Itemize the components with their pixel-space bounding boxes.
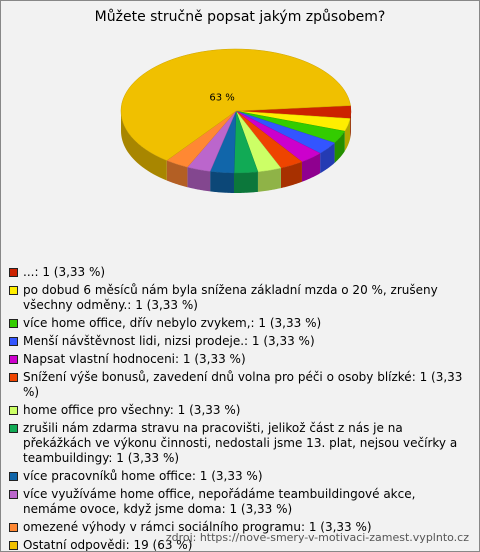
legend-item: zrušili nám zdarma stravu na pracovišti,… bbox=[9, 421, 471, 466]
legend-swatch bbox=[9, 268, 18, 277]
legend-item: po dobud 6 měsíců nám byla snížena zákla… bbox=[9, 283, 471, 313]
legend-text: Menší návštěvnost lidi, nizsi prodeje.: … bbox=[23, 334, 315, 349]
legend-text: home office pro všechny: 1 (3,33 %) bbox=[23, 403, 240, 418]
legend-text: více pracovníků home office: 1 (3,33 %) bbox=[23, 469, 263, 484]
legend-text: po dobud 6 měsíců nám byla snížena zákla… bbox=[23, 283, 471, 313]
legend-text: ...: 1 (3,33 %) bbox=[23, 265, 105, 280]
slice-side bbox=[233, 171, 258, 193]
legend-item: Napsat vlastní hodnoceni: 1 (3,33 %) bbox=[9, 352, 471, 367]
legend-label: více pracovníků home office: bbox=[23, 469, 196, 483]
legend-value: 1 (3,33 %) bbox=[199, 469, 263, 483]
legend-text: Napsat vlastní hodnoceni: 1 (3,33 %) bbox=[23, 352, 246, 367]
legend-label: více home office, dřív nebylo zvykem,: bbox=[23, 316, 255, 330]
legend-label: Snížení výše bonusů, zavedení dnů volna … bbox=[23, 370, 416, 384]
legend-label: po dobud 6 měsíců nám byla snížena zákla… bbox=[23, 283, 438, 312]
legend-text: Snížení výše bonusů, zavedení dnů volna … bbox=[23, 370, 471, 400]
legend-item: ...: 1 (3,33 %) bbox=[9, 265, 471, 280]
legend-text: omezené výhody v rámci sociálního progra… bbox=[23, 520, 372, 535]
legend-swatch bbox=[9, 406, 18, 415]
legend-value: 1 (3,33 %) bbox=[258, 316, 322, 330]
legend-value: 1 (3,33 %) bbox=[135, 298, 198, 312]
pie-area: Můžete stručně popsat jakým způsobem? 63… bbox=[95, 9, 386, 193]
legend-swatch bbox=[9, 373, 18, 382]
legend-text: Ostatní odpovědi: 19 (63 %) bbox=[23, 538, 193, 552]
source: zdroj: https://nove-smery-v-motivaci-zam… bbox=[165, 531, 469, 544]
legend-item: Ostatní odpovědi: 19 (63 %) bbox=[9, 538, 471, 552]
legend-label: ...: bbox=[23, 265, 39, 279]
legend-swatch bbox=[9, 472, 18, 481]
legend-label: home office pro všechny: bbox=[23, 403, 174, 417]
legend-swatch bbox=[9, 355, 18, 364]
slice-side bbox=[344, 118, 351, 152]
legend-label: více využíváme home office, nepořádáme t… bbox=[23, 487, 416, 516]
legend-value: 1 (3,33 %) bbox=[308, 520, 372, 534]
slice-side bbox=[320, 142, 335, 174]
slice-side bbox=[210, 171, 234, 193]
legend-swatch bbox=[9, 286, 18, 295]
legend-swatch bbox=[9, 490, 18, 499]
legend-text: více využíváme home office, nepořádáme t… bbox=[23, 487, 471, 517]
slice-side bbox=[187, 167, 211, 192]
legend-swatch bbox=[9, 337, 18, 346]
legend-value: 1 (3,33 %) bbox=[251, 334, 315, 348]
slice-side bbox=[257, 168, 281, 192]
legend-swatch bbox=[9, 424, 18, 433]
legend-value: 1 (3,33 %) bbox=[23, 370, 463, 399]
legend-swatch bbox=[9, 319, 18, 328]
legend-label: Menší návštěvnost lidi, nizsi prodeje.: bbox=[23, 334, 249, 348]
legend-item: více home office, dřív nebylo zvykem,: 1… bbox=[9, 316, 471, 331]
legend-label: Ostatní odpovědi: bbox=[23, 538, 130, 552]
legend-swatch bbox=[9, 523, 18, 532]
legend-label: Napsat vlastní hodnoceni: bbox=[23, 352, 180, 366]
legend-value: 1 (3,33 %) bbox=[116, 451, 180, 465]
legend-value: 1 (3,33 %) bbox=[177, 403, 241, 417]
legend-item: omezené výhody v rámci sociálního progra… bbox=[9, 520, 471, 535]
slice bbox=[120, 48, 351, 161]
legend-item: více využíváme home office, nepořádáme t… bbox=[9, 487, 471, 517]
legend-value: 1 (3,33 %) bbox=[229, 502, 293, 516]
legend-item: více pracovníků home office: 1 (3,33 %) bbox=[9, 469, 471, 484]
slice-side bbox=[166, 160, 188, 188]
slice-side bbox=[334, 131, 345, 163]
slice-side bbox=[121, 111, 167, 181]
legend-item: home office pro všechny: 1 (3,33 %) bbox=[9, 403, 471, 418]
chart-title: Můžete stručně popsat jakým způsobem? bbox=[95, 9, 386, 25]
legend-label: omezené výhody v rámci sociálního progra… bbox=[23, 520, 306, 534]
legend-label: zrušili nám zdarma stravu na pracovišti,… bbox=[23, 421, 458, 465]
legend-item: Snížení výše bonusů, zavedení dnů volna … bbox=[9, 370, 471, 400]
legend-text: více home office, dřív nebylo zvykem,: 1… bbox=[23, 316, 321, 331]
legend-item: Menší návštěvnost lidi, nizsi prodeje.: … bbox=[9, 334, 471, 349]
slice-label: 63 % bbox=[209, 92, 234, 103]
legend-value: 19 (63 %) bbox=[133, 538, 193, 552]
legend-text: zrušili nám zdarma stravu na pracovišti,… bbox=[23, 421, 471, 466]
legend-value: 1 (3,33 %) bbox=[42, 265, 106, 279]
slice-side bbox=[301, 153, 321, 182]
legend-value: 1 (3,33 %) bbox=[182, 352, 246, 366]
slice-side bbox=[280, 161, 302, 189]
legend: ...: 1 (3,33 %) po dobud 6 měsíců nám byl… bbox=[9, 265, 471, 552]
legend-swatch bbox=[9, 541, 18, 550]
